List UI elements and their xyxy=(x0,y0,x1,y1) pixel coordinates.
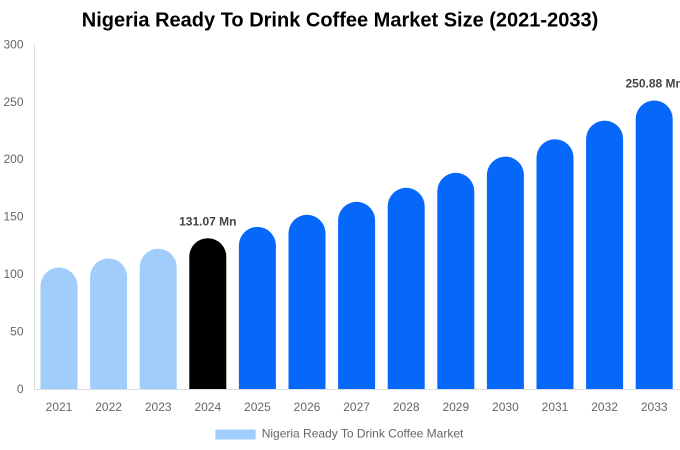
svg-text:2032: 2032 xyxy=(591,400,618,414)
svg-text:2025: 2025 xyxy=(244,400,271,414)
svg-text:2028: 2028 xyxy=(393,400,420,414)
svg-text:2027: 2027 xyxy=(343,400,370,414)
svg-text:250.88 Mn: 250.88 Mn xyxy=(626,77,680,91)
svg-text:2026: 2026 xyxy=(294,400,321,414)
svg-text:50: 50 xyxy=(10,325,24,339)
svg-text:2024: 2024 xyxy=(194,400,221,414)
svg-text:2023: 2023 xyxy=(145,400,172,414)
svg-text:300: 300 xyxy=(3,37,23,51)
svg-text:2031: 2031 xyxy=(542,400,569,414)
svg-text:2033: 2033 xyxy=(641,400,668,414)
svg-text:150: 150 xyxy=(3,210,23,224)
svg-text:Nigeria Ready To Drink Coffee: Nigeria Ready To Drink Coffee Market Siz… xyxy=(82,10,598,32)
svg-text:2022: 2022 xyxy=(95,400,122,414)
svg-text:200: 200 xyxy=(3,152,23,166)
svg-text:2021: 2021 xyxy=(46,400,73,414)
svg-text:250: 250 xyxy=(3,95,23,109)
svg-text:131.07 Mn: 131.07 Mn xyxy=(179,214,236,228)
svg-text:Nigeria Ready To Drink Coffee: Nigeria Ready To Drink Coffee Market xyxy=(262,426,464,440)
svg-text:100: 100 xyxy=(3,267,23,281)
svg-text:2029: 2029 xyxy=(442,400,469,414)
svg-text:2030: 2030 xyxy=(492,400,519,414)
svg-text:0: 0 xyxy=(17,382,24,396)
